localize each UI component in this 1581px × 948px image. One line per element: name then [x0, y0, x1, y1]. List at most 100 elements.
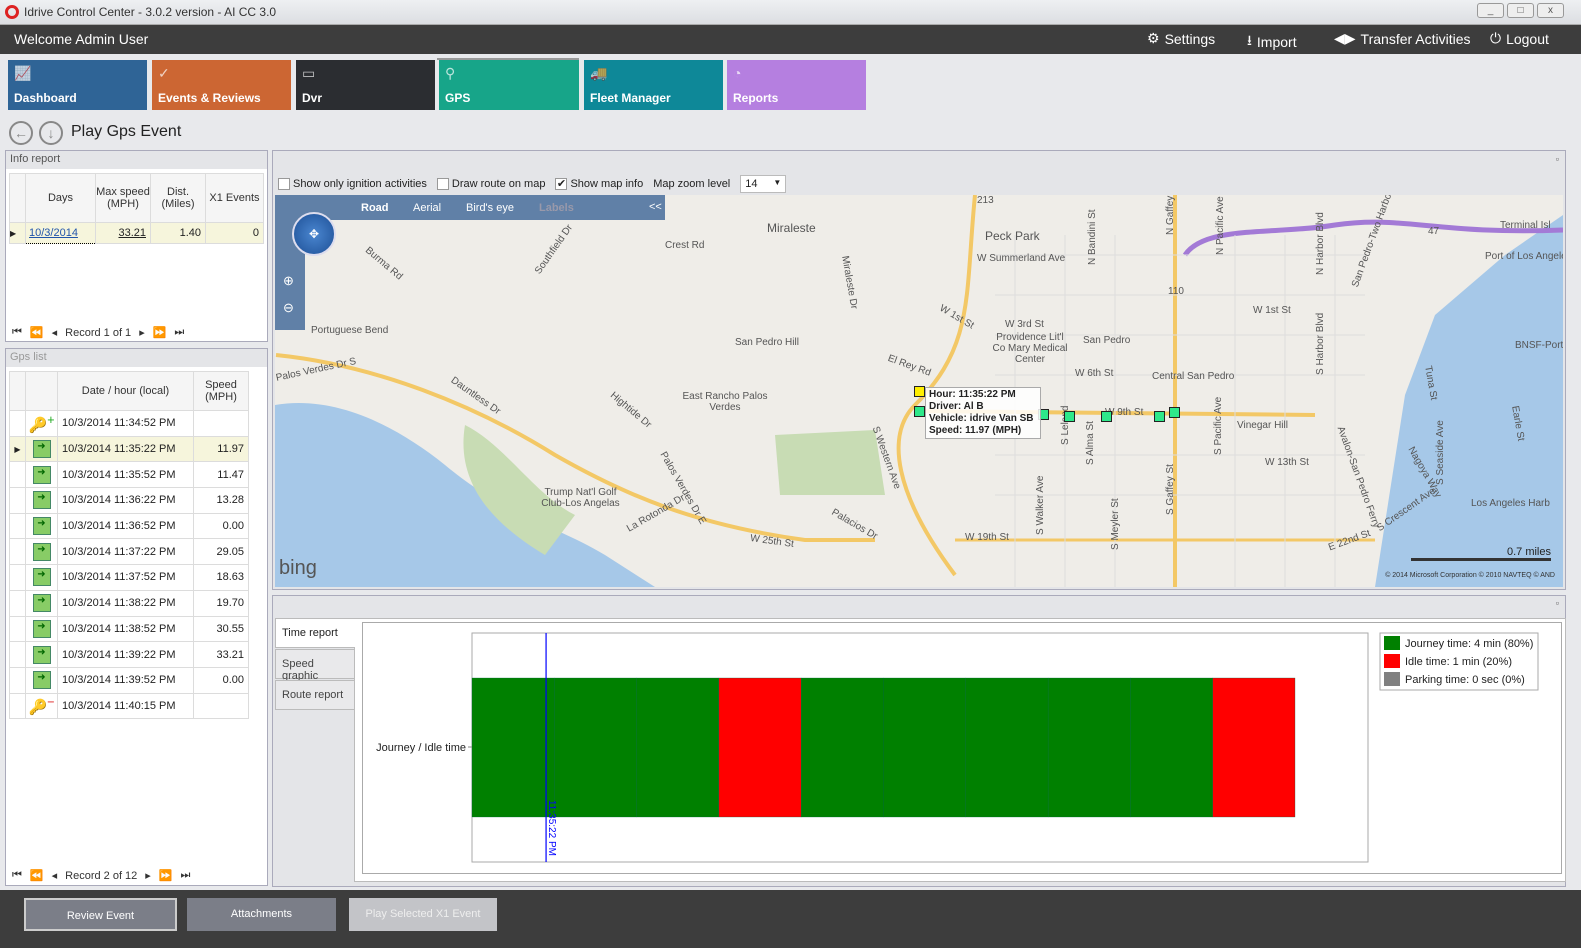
gps-record-navigator[interactable]: ⏮ ⏪ ◂ Record 2 of 12 ▸ ⏩ ⏭	[12, 869, 190, 882]
map-view[interactable]: Miraleste Peck Park W Summerland Ave Crest …	[275, 195, 1563, 587]
table-row[interactable]: ➜ 10/3/2014 11:36:52 PM 0.00	[9, 512, 249, 540]
table-row[interactable]: ➜ 10/3/2014 11:37:22 PM 29.05	[9, 538, 249, 566]
col-dist[interactable]: Dist. (Miles)	[150, 173, 206, 223]
selected-gps-marker[interactable]	[914, 386, 925, 397]
tile-dvr[interactable]: ▭ Dvr	[296, 60, 435, 110]
table-row[interactable]: ➜ 10/3/2014 11:39:22 PM 33.21	[9, 641, 249, 668]
mode-labels[interactable]: Labels	[539, 202, 574, 214]
mode-road[interactable]: Road	[361, 202, 389, 214]
col-max-speed[interactable]: Max speed (MPH)	[95, 173, 151, 223]
days-link[interactable]: 10/3/2014	[25, 222, 96, 244]
gps-time: 10/3/2014 11:40:15 PM	[57, 692, 194, 720]
segment-journey[interactable]	[1047, 677, 1131, 818]
zoom-in-icon[interactable]: ⊕	[283, 273, 294, 288]
segment-idle[interactable]	[718, 677, 802, 818]
tile-dashboard[interactable]: 📈 Dashboard	[8, 60, 147, 110]
table-row[interactable]: ➜ 10/3/2014 11:38:22 PM 19.70	[9, 589, 249, 617]
table-row[interactable]: 🔑− 10/3/2014 11:40:15 PM	[9, 692, 249, 720]
map-label: S Pacific Ave	[1213, 396, 1224, 455]
zoom-level-select[interactable]: 14 ▼	[740, 175, 787, 193]
segment-journey[interactable]	[883, 677, 966, 818]
zoom-out-icon[interactable]: ⊖	[283, 300, 294, 315]
prev-icon[interactable]: ◂	[51, 870, 58, 882]
gps-point-marker[interactable]	[1064, 411, 1075, 422]
segment-journey[interactable]	[965, 677, 1049, 818]
prev-icon[interactable]: ◂	[51, 327, 58, 339]
logout-button[interactable]: ⏻ Logout	[1490, 30, 1549, 47]
checkbox-icon[interactable]	[278, 178, 290, 191]
table-row[interactable]: ▶ ➜ 10/3/2014 11:35:22 PM 11.97	[9, 435, 249, 463]
first-icon[interactable]: ⏮	[12, 869, 22, 881]
last-icon[interactable]: ⏭	[180, 869, 191, 881]
table-row[interactable]: ➜ 10/3/2014 11:38:52 PM 30.55	[9, 615, 249, 643]
gps-tooltip: Hour: 11:35:22 PM Driver: Al B Vehicle: …	[925, 387, 1041, 439]
tile-gps[interactable]: ⚲ GPS	[439, 60, 579, 110]
ignition-checkbox[interactable]: Show only ignition activities	[278, 178, 427, 191]
tab-route-report[interactable]: Route report	[275, 680, 355, 710]
review-event-button[interactable]: Review Event	[24, 898, 177, 931]
table-row[interactable]: 🔑+ 10/3/2014 11:34:52 PM	[9, 410, 249, 437]
close-button[interactable]: x	[1537, 3, 1564, 18]
segment-journey[interactable]	[554, 677, 637, 818]
segment-journey[interactable]	[636, 677, 720, 818]
col-days[interactable]: Days	[25, 173, 96, 223]
max-speed-link[interactable]: 33.21	[95, 222, 151, 244]
col-date-hour[interactable]: Date / hour (local)	[57, 371, 194, 411]
table-row[interactable]: ➜ 10/3/2014 11:35:52 PM 11.47	[9, 461, 249, 489]
import-button[interactable]: ⭳ Import	[1247, 30, 1297, 54]
table-row[interactable]: ➜ 10/3/2014 11:36:22 PM 13.28	[9, 487, 249, 514]
segment-journey[interactable]	[1130, 677, 1213, 818]
panel-restore-icon[interactable]: ▫	[1555, 154, 1559, 164]
gps-speed: 13.28	[193, 487, 249, 514]
table-row[interactable]: ▶ 10/3/2014 33.21 1.40 0	[9, 222, 264, 244]
settings-button[interactable]: ⚙ Settings	[1147, 30, 1215, 47]
pan-control-icon[interactable]: ✥	[292, 212, 336, 256]
next-icon[interactable]: ▸	[139, 327, 145, 339]
draw-route-checkbox[interactable]: Draw route on map	[436, 178, 545, 191]
next-icon[interactable]: ▸	[145, 870, 151, 882]
gps-point-marker[interactable]	[1169, 407, 1180, 418]
minimize-button[interactable]: _	[1477, 3, 1504, 18]
info-report-title: Info report	[6, 151, 267, 169]
transfer-icon: ◀▶	[1334, 30, 1356, 46]
last-icon[interactable]: ⏭	[174, 326, 185, 338]
mode-aerial[interactable]: Aerial	[413, 202, 442, 214]
checkbox-icon[interactable]	[436, 178, 449, 191]
table-row[interactable]: ➜ 10/3/2014 11:39:52 PM 0.00	[9, 666, 249, 694]
col-x1-events[interactable]: X1 Events	[205, 173, 264, 223]
gps-point-marker[interactable]	[1154, 411, 1165, 422]
tile-reports[interactable]: ◔ Reports	[727, 60, 866, 110]
tile-fleet-manager[interactable]: 🚚 Fleet Manager	[584, 60, 723, 110]
prev-page-icon[interactable]: ⏪	[29, 870, 44, 882]
transfer-activities-button[interactable]: ◀▶ Transfer Activities	[1334, 30, 1471, 47]
gps-point-marker[interactable]	[1101, 411, 1112, 422]
collapse-button[interactable]: <<	[649, 201, 662, 213]
mode-birds-eye[interactable]: Bird's eye	[466, 202, 514, 214]
checkmark-icon[interactable]: ✔	[555, 178, 568, 191]
gps-list-panel: Gps list Date / hour (local) Speed (MPH)…	[5, 348, 268, 886]
down-arrow-icon[interactable]: ↓	[39, 121, 63, 145]
attachments-button[interactable]: Attachments	[187, 898, 336, 931]
col-speed[interactable]: Speed (MPH)	[193, 371, 249, 411]
segment-idle[interactable]	[1212, 677, 1296, 818]
map-label: Terminal Isl	[1500, 220, 1551, 231]
gps-point-marker[interactable]	[914, 406, 925, 417]
maximize-button[interactable]: □	[1507, 3, 1534, 18]
prev-page-icon[interactable]: ⏪	[29, 327, 44, 339]
map-label: Portuguese Bend	[311, 325, 389, 336]
segment-journey[interactable]	[471, 677, 555, 818]
tile-events-reviews[interactable]: ✓ Events & Reviews	[152, 60, 291, 110]
show-map-info-checkbox[interactable]: ✔ Show map info	[555, 178, 643, 191]
info-record-navigator[interactable]: ⏮ ⏪ ◂ Record 1 of 1 ▸ ⏩ ⏭	[12, 326, 184, 339]
next-page-icon[interactable]: ⏩	[152, 327, 167, 339]
back-arrow-icon[interactable]: ←	[9, 121, 33, 145]
next-page-icon[interactable]: ⏩	[158, 870, 173, 882]
map-toolbar: Show only ignition activities Draw route…	[278, 175, 787, 193]
table-row[interactable]: ➜ 10/3/2014 11:37:52 PM 18.63	[9, 564, 249, 591]
panel-restore-icon[interactable]: ▫	[1555, 598, 1559, 608]
segment-journey[interactable]	[801, 677, 884, 818]
tab-speed-graphic[interactable]: Speed graphic	[275, 649, 355, 682]
tab-time-report[interactable]: Time report	[275, 618, 355, 648]
play-selected-x1-button[interactable]: Play Selected X1 Event	[349, 898, 497, 931]
first-icon[interactable]: ⏮	[12, 326, 22, 338]
